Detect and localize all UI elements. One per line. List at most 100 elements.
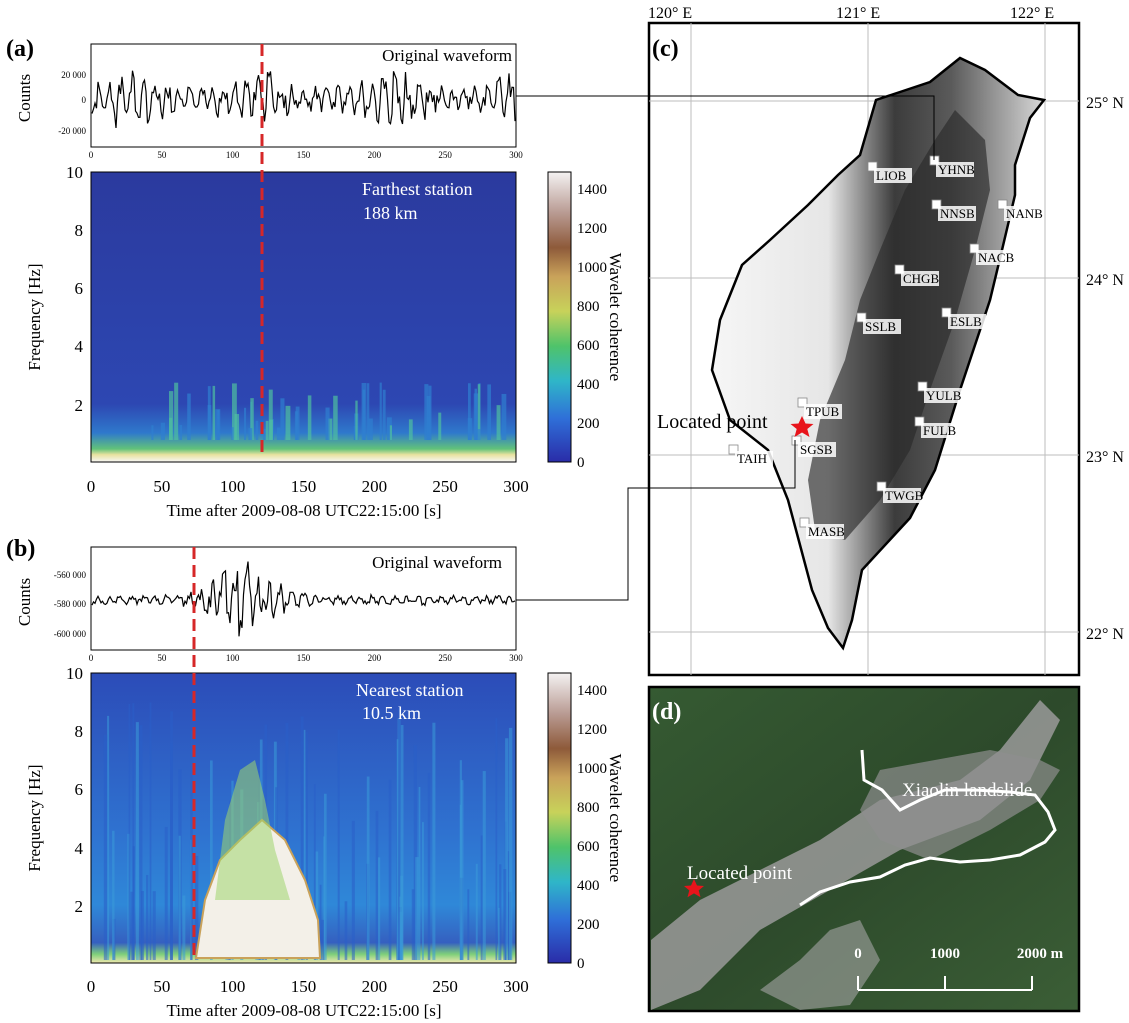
- panel-b-colorbar-tick: 1200: [577, 722, 607, 738]
- spectrogram-energy: [285, 722, 289, 960]
- map-located-point-label: Located point: [657, 411, 768, 433]
- spectrogram-energy: [386, 417, 392, 440]
- panel-a-freq-ytick: 2: [75, 396, 84, 415]
- panel-b-freq-ylabel: Frequency [Hz]: [25, 764, 44, 871]
- station-label-bg: [735, 451, 773, 466]
- spectrogram-energy: [132, 846, 135, 960]
- panel-b-time-xtick: 200: [362, 977, 388, 996]
- panel-b-time-xtick: 150: [291, 977, 317, 996]
- panel-a-waveform-trace: [91, 70, 516, 129]
- station-label: CHGB: [903, 271, 939, 286]
- spectrogram-energy: [503, 869, 507, 960]
- station-label: NACB: [978, 250, 1014, 265]
- panel-a-wave-xtick: 50: [157, 150, 167, 160]
- spectrogram-energy: [388, 779, 392, 960]
- spectrogram-energy: [313, 784, 316, 960]
- spectrogram-energy: [295, 406, 300, 440]
- panel-d-label: (d): [652, 699, 681, 725]
- map-located-point-star-icon: [790, 416, 814, 437]
- panel-a-wave-ytick: 20 000: [61, 70, 86, 80]
- panel-d: Xiaolin landslide Located point (d) 0 10…: [647, 685, 1081, 1013]
- lon-label: 122° E: [1010, 5, 1054, 22]
- panel-a-waveform-frame: [90, 43, 517, 148]
- panel-b-freq-ytick: 2: [75, 897, 84, 916]
- spectrogram-energy: [248, 428, 253, 440]
- spectrogram-energy: [255, 420, 259, 440]
- panel-a-wave-xtick: 150: [297, 150, 311, 160]
- river-branch: [760, 920, 880, 1010]
- spectrogram-energy: [495, 718, 498, 960]
- panel-a-colorbar-tick: 1400: [577, 182, 607, 198]
- spectrogram-energy: [496, 405, 501, 440]
- spectrogram-energy: [307, 395, 312, 440]
- spectrogram-energy: [231, 427, 234, 440]
- station-label-bg: [798, 442, 836, 457]
- panel-b-time-xtick: 300: [503, 977, 529, 996]
- spectrogram-energy: [262, 428, 267, 440]
- panel-b-colorbar-tick: 0: [577, 956, 585, 972]
- spectrogram-energy: [207, 386, 211, 440]
- station-label: LIOB: [876, 168, 907, 183]
- panel-a-spectrogram: [90, 171, 517, 463]
- panel-b-distance-text: 10.5 km: [362, 703, 421, 723]
- spectrogram-energy: [482, 771, 486, 960]
- panel-b-time-xtick: 250: [432, 977, 458, 996]
- panel-a-wave-xtick: 300: [509, 150, 523, 160]
- spectrogram-energy: [498, 907, 500, 960]
- spectrogram-energy: [135, 722, 139, 960]
- river-valley: [651, 700, 1060, 1010]
- panel-a-colorbar-tick: 1000: [577, 260, 607, 276]
- panel-b-wave-xtick: 100: [226, 653, 240, 663]
- spectrogram-energy: [276, 427, 281, 440]
- panel-b-colorbar-label: Wavelet coherence: [606, 754, 625, 882]
- spectrogram-energy: [160, 422, 165, 440]
- satellite-located-point-label: Located point: [687, 863, 793, 884]
- spectrogram-energy: [321, 919, 324, 960]
- spectrogram-energy: [190, 730, 193, 960]
- spectrogram-energy: [487, 384, 492, 440]
- panel-a-time-xtick: 300: [503, 477, 529, 496]
- spectrogram-energy: [250, 398, 254, 440]
- spectrogram-energy: [232, 383, 237, 440]
- panel-a-wave-xtick: 200: [368, 150, 382, 160]
- scale-bar-label: 0: [854, 946, 862, 962]
- panel-b-time-xtick: 100: [220, 977, 246, 996]
- spectrogram-energy: [306, 731, 308, 960]
- panel-a-colorbar-tick: 1200: [577, 221, 607, 237]
- spectrogram-energy: [112, 830, 115, 960]
- panel-c-label: (c): [652, 36, 679, 62]
- spectrogram-energy: [459, 804, 462, 960]
- scale-bar-label: 1000: [930, 946, 960, 962]
- spectrogram-energy: [164, 826, 168, 960]
- spectrogram-energy: [351, 820, 355, 960]
- spectrogram-energy: [210, 760, 213, 960]
- panel-a-freq-ytick: 4: [75, 337, 84, 356]
- spectrogram-energy: [103, 734, 108, 960]
- spectrogram-energy: [151, 425, 154, 440]
- spectrogram-energy: [413, 745, 417, 960]
- station-label-bg: [883, 488, 921, 503]
- spectrogram-energy: [421, 822, 424, 960]
- station-label-bg: [874, 168, 912, 183]
- panel-b-freq-ytick: 10: [66, 664, 83, 683]
- station-marker: [867, 161, 878, 172]
- spectrogram-energy: [382, 389, 386, 440]
- spectrogram-energy: [505, 738, 509, 960]
- station-label: YULB: [926, 388, 962, 403]
- panel-a-freq-ytick: 6: [75, 279, 84, 298]
- spectrogram-energy: [128, 703, 131, 960]
- panel-b-colorbar-tick: 800: [577, 800, 600, 816]
- spectrogram-energy: [325, 407, 330, 440]
- station-label: YHNB: [938, 162, 975, 177]
- station-label-bg: [863, 319, 901, 334]
- panel-a-freq-ytick: 10: [66, 163, 83, 182]
- spectrogram-energy: [467, 383, 471, 440]
- panel-a-colorbar-tick: 200: [577, 416, 600, 432]
- station-marker: [894, 264, 905, 275]
- panel-b-wave-xtick: 50: [157, 653, 167, 663]
- panel-a-wave-xtick: 250: [438, 150, 452, 160]
- panel-a-waveform-title: Original waveform: [382, 46, 512, 65]
- station-label: ESLB: [950, 314, 982, 329]
- panel-b-wave-ytick: -600 000: [54, 629, 87, 639]
